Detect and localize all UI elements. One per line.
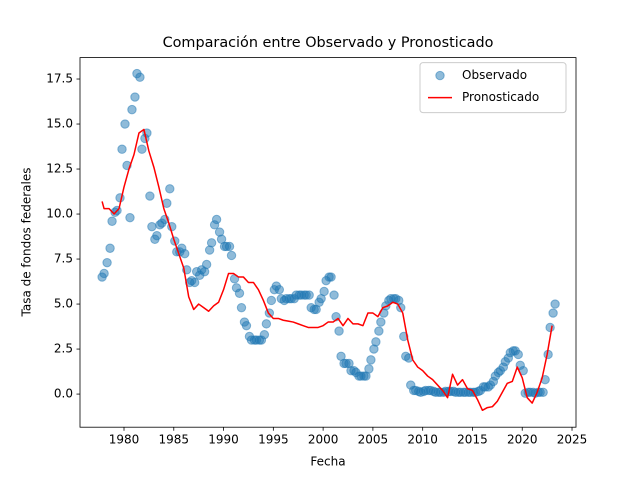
chart-title: Comparación entre Observado y Pronostica… <box>163 35 494 51</box>
plot-area <box>97 68 560 412</box>
y-tick-label: 10.0 <box>46 207 73 221</box>
data-point <box>374 326 384 336</box>
x-tick-label: 1980 <box>109 433 140 447</box>
data-point <box>366 355 376 365</box>
data-point <box>145 191 155 201</box>
data-point <box>319 286 329 297</box>
data-point <box>236 302 247 313</box>
x-tick-label: 2025 <box>557 433 588 447</box>
y-axis-label: Tasa de fondos federales <box>20 168 34 318</box>
data-point <box>120 119 130 129</box>
data-point <box>102 257 112 268</box>
x-tick-label: 2020 <box>507 433 538 447</box>
data-point <box>376 317 386 327</box>
data-point <box>127 104 137 115</box>
legend-label: Observado <box>462 68 527 82</box>
data-point <box>261 319 272 329</box>
data-point <box>548 308 558 318</box>
data-point <box>147 221 157 232</box>
data-point <box>180 248 190 259</box>
data-point <box>201 259 212 270</box>
data-point <box>117 144 127 154</box>
x-tick-label: 2015 <box>457 433 488 447</box>
data-point <box>545 322 555 333</box>
data-point <box>224 241 235 252</box>
data-point <box>226 250 237 261</box>
data-point <box>304 290 314 300</box>
data-point <box>259 329 270 340</box>
axes-frame <box>79 57 577 428</box>
y-tick-label: 5.0 <box>54 297 73 311</box>
x-tick-label: 2005 <box>358 433 389 447</box>
y-tick-label: 12.5 <box>46 162 73 176</box>
data-point <box>107 216 117 226</box>
data-point <box>513 349 523 360</box>
data-point <box>189 277 200 288</box>
data-point <box>234 288 245 298</box>
x-axis-label: Fecha <box>310 455 345 469</box>
y-tick-label: 0.0 <box>54 387 73 401</box>
data-point <box>326 272 336 282</box>
data-point <box>371 337 381 347</box>
data-point <box>137 144 147 154</box>
data-point <box>266 295 277 306</box>
data-point <box>211 214 222 225</box>
data-point <box>241 320 252 331</box>
x-tick-label: 2000 <box>308 433 339 447</box>
y-tick-label: 7.5 <box>54 252 73 266</box>
data-point <box>274 284 285 295</box>
legend-marker <box>435 70 445 81</box>
data-point <box>135 72 145 82</box>
legend-label: Pronosticado <box>462 90 539 104</box>
y-tick-label: 15.0 <box>46 117 73 131</box>
forecast-line <box>101 128 553 412</box>
data-point <box>206 238 217 248</box>
data-point <box>115 193 125 203</box>
data-point <box>130 92 140 102</box>
y-tick-label: 17.5 <box>46 72 73 86</box>
x-tick-label: 1990 <box>208 433 239 447</box>
legend-box <box>419 62 567 114</box>
data-point <box>364 364 374 374</box>
y-tick-label: 2.5 <box>54 342 73 356</box>
data-point <box>125 212 135 223</box>
x-tick-label: 2010 <box>407 433 438 447</box>
data-point <box>329 290 339 300</box>
x-tick-label: 1995 <box>258 433 289 447</box>
data-point <box>152 230 162 241</box>
data-point <box>550 299 560 309</box>
x-tick-label: 1985 <box>159 433 190 447</box>
data-point <box>165 184 175 194</box>
data-point <box>399 331 409 342</box>
data-point <box>99 268 109 279</box>
data-point <box>334 326 344 336</box>
data-point <box>105 243 115 253</box>
data-point <box>538 387 548 397</box>
